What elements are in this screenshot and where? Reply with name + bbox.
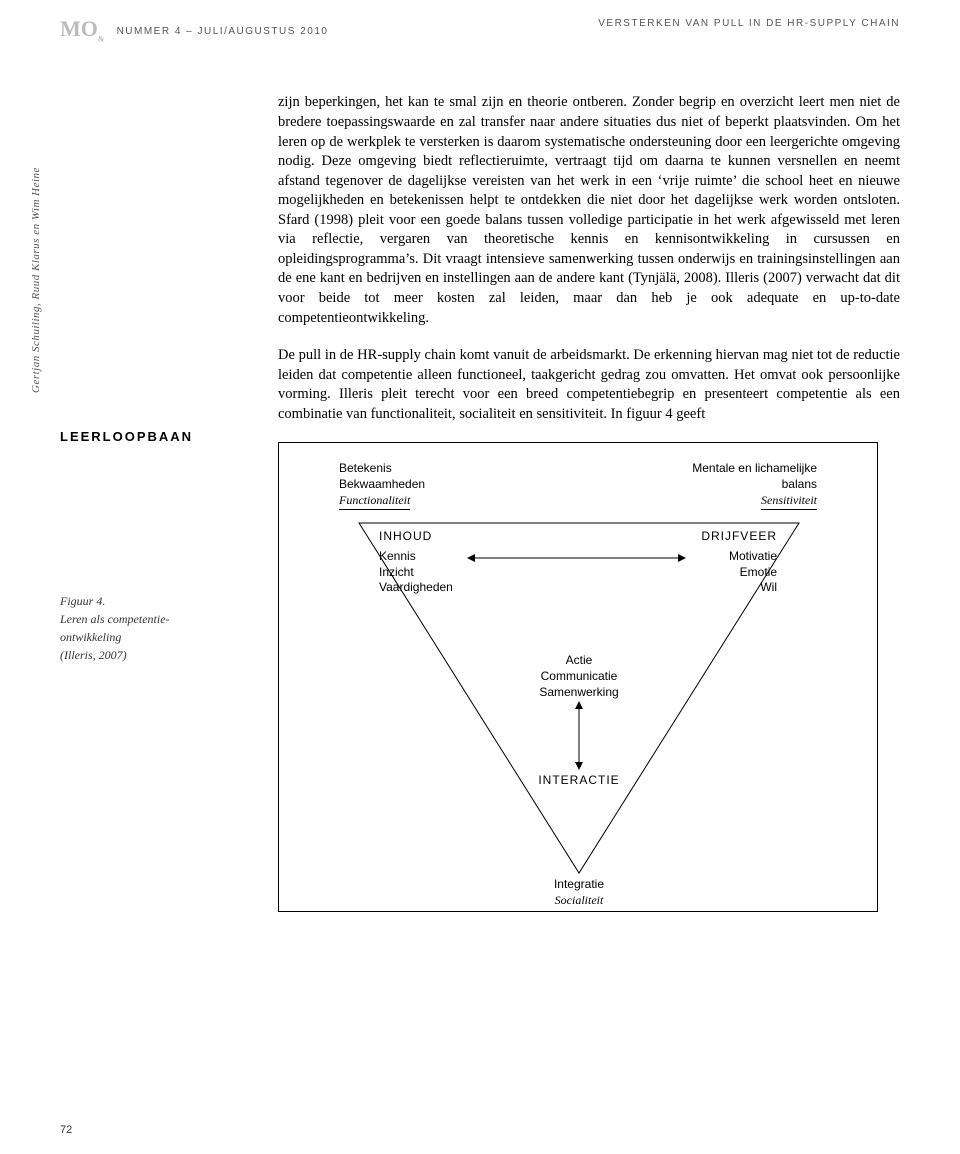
top-right-above: Mentale en lichamelijke balans Sensitivi… [692, 461, 817, 510]
body-text: zijn beperkingen, het kan te smal zijn e… [278, 93, 900, 424]
journal-logo: MO& [60, 16, 105, 43]
figure-caption: Figuur 4. Leren als competentie- ontwikk… [60, 592, 250, 664]
label-line: Emotie [701, 565, 777, 581]
label-italic: Socialiteit [539, 893, 619, 909]
header-right: VERSTERKEN VAN PULL IN DE HR-SUPPLY CHAI… [598, 18, 900, 29]
label-line: Inzicht [379, 565, 453, 581]
logo-text: MO [60, 16, 98, 41]
figure-caption-line: (Illeris, 2007) [60, 646, 250, 664]
middle-labels: Actie Communicatie Samenwerking [531, 653, 627, 700]
vertex-caps: DRIJFVEER [701, 529, 777, 545]
label-line: balans [692, 477, 817, 493]
top-left-vertex: INHOUD Kennis Inzicht Vaardigheden [379, 529, 453, 595]
label-line: Samenwerking [531, 685, 627, 701]
content-grid: Gertjan Schuiling, Ruud Klarus en Wim He… [60, 93, 900, 912]
page: MO& NUMMER 4 – JULI/AUGUSTUS 2010 VERSTE… [0, 0, 960, 1154]
issue-label: NUMMER 4 – JULI/AUGUSTUS 2010 [117, 26, 329, 37]
interaction-caps: INTERACTIE [537, 773, 621, 789]
figure-number: Figuur 4. [60, 592, 250, 610]
page-number: 72 [60, 1124, 72, 1136]
logo-sub: & [98, 34, 105, 43]
paragraph: De pull in de HR-supply chain komt vanui… [278, 346, 900, 424]
bottom-labels: Integratie Socialiteit [539, 877, 619, 908]
figure-caption-line: Leren als competentie- [60, 610, 250, 628]
label-line: Integratie [539, 877, 619, 893]
figure-4: Betekenis Bekwaamheden Functionaliteit I… [278, 442, 900, 912]
section-heading: LEERLOOPBAAN [60, 429, 250, 444]
authors-vertical: Gertjan Schuiling, Ruud Klarus en Wim He… [30, 167, 42, 393]
label-line: Communicatie [531, 669, 627, 685]
paragraph: zijn beperkingen, het kan te smal zijn e… [278, 93, 900, 328]
label-italic: Functionaliteit [339, 493, 410, 511]
vertex-caps: INHOUD [379, 529, 453, 545]
label-line: Wil [701, 580, 777, 596]
label-line: Betekenis [339, 461, 425, 477]
label-italic: Sensitiviteit [761, 493, 817, 511]
top-right-vertex: DRIJFVEER Motivatie Emotie Wil [701, 529, 777, 595]
label-line: Actie [531, 653, 627, 669]
label-line: Bekwaamheden [339, 477, 425, 493]
label-line: Mentale en lichamelijke [692, 461, 817, 477]
label-line: Motivatie [701, 549, 777, 565]
main-column: zijn beperkingen, het kan te smal zijn e… [278, 93, 900, 912]
figure-caption-line: ontwikkeling [60, 628, 250, 646]
top-left-above: Betekenis Bekwaamheden Functionaliteit [339, 461, 425, 510]
sidebar: Gertjan Schuiling, Ruud Klarus en Wim He… [60, 93, 250, 912]
label-line: Kennis [379, 549, 453, 565]
label-line: Vaardigheden [379, 580, 453, 596]
header-left: MO& NUMMER 4 – JULI/AUGUSTUS 2010 [60, 18, 328, 45]
page-header: MO& NUMMER 4 – JULI/AUGUSTUS 2010 VERSTE… [60, 18, 900, 45]
triangle-diagram: Betekenis Bekwaamheden Functionaliteit I… [278, 442, 878, 912]
